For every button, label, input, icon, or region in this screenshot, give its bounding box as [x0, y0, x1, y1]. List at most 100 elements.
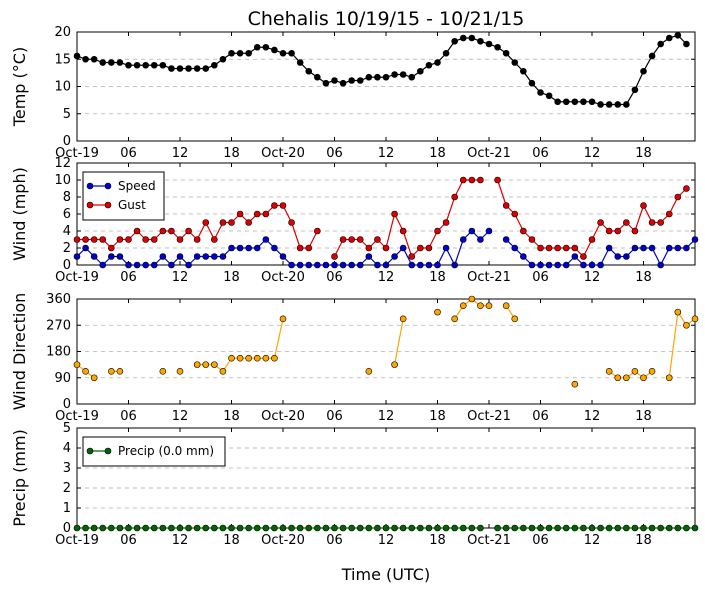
x-tick-label: Oct-20 [261, 146, 305, 161]
x-tick-label: Oct-21 [467, 270, 511, 285]
data-point [425, 244, 433, 252]
data-point [365, 368, 373, 375]
series-wind-2 [73, 176, 690, 260]
data-point [674, 308, 682, 316]
data-point [245, 354, 252, 362]
data-point [391, 210, 398, 218]
data-point [408, 73, 416, 81]
data-point [434, 261, 441, 269]
y-tick-label: 6 [63, 207, 71, 222]
data-point [356, 261, 364, 269]
data-point [425, 261, 433, 269]
data-point [485, 40, 493, 48]
data-point [597, 524, 604, 532]
legend: Speed Gust [82, 171, 165, 221]
data-point [228, 244, 235, 252]
data-point [73, 52, 81, 60]
data-point [236, 210, 244, 218]
data-point [528, 79, 536, 87]
y-tick-label: 4 [63, 224, 71, 239]
data-point [322, 79, 330, 87]
data-point [271, 524, 278, 532]
data-point [665, 524, 673, 532]
data-point [391, 253, 398, 260]
x-tick-label: Oct-20 [261, 270, 305, 285]
data-point [73, 524, 81, 532]
x-tick-label: 18 [429, 409, 446, 424]
data-point [562, 244, 570, 252]
series-segment [385, 213, 396, 249]
data-point [262, 354, 270, 362]
y-tick-label: 5 [63, 421, 71, 436]
data-point [108, 244, 115, 252]
data-point [648, 244, 656, 252]
data-point [108, 524, 115, 532]
y-tick-label: 8 [63, 190, 71, 205]
x-tick-label: 18 [635, 270, 652, 285]
axes-frame [76, 298, 696, 405]
data-point [279, 202, 287, 209]
data-point [640, 524, 647, 532]
data-point [545, 92, 553, 100]
data-point [348, 77, 355, 84]
data-point [648, 52, 656, 60]
y-tick-label: 0 [63, 521, 71, 536]
x-tick-label: 06 [532, 146, 549, 161]
data-point [150, 61, 158, 69]
data-point [279, 253, 287, 260]
data-point [90, 236, 98, 243]
data-point [142, 524, 149, 532]
data-point [391, 71, 398, 78]
x-tick-label: 12 [378, 146, 395, 161]
data-point [245, 219, 252, 226]
data-point [537, 244, 544, 252]
x-tick-label: 18 [429, 270, 446, 285]
x-tick-label: Oct-20 [261, 409, 305, 424]
data-point [133, 227, 141, 235]
data-point [477, 37, 484, 45]
legend: Precip (0.0 mm) [82, 436, 226, 467]
data-point [288, 219, 295, 226]
data-point [674, 244, 682, 252]
data-point [305, 67, 313, 75]
data-point [477, 302, 484, 310]
data-point [442, 524, 450, 532]
data-point [665, 34, 673, 42]
data-point [485, 302, 493, 310]
data-point [623, 524, 630, 532]
panel-temp: 0 5 10 15 20 Oct-19 06 12 18 Oct-20 06 12 18 Oct-21 06… [10, 25, 696, 161]
series-segment [393, 318, 404, 365]
data-point [168, 65, 175, 72]
data-point [73, 253, 81, 260]
data-point [331, 77, 338, 84]
data-point [73, 236, 81, 243]
data-point [674, 524, 682, 532]
data-point [562, 98, 570, 106]
data-point [176, 368, 184, 375]
legend-marker [86, 182, 94, 190]
data-point [665, 210, 673, 218]
y-tick-label: 10 [54, 173, 71, 188]
data-point [631, 368, 639, 375]
data-point [554, 261, 561, 269]
x-tick-label: 06 [532, 270, 549, 285]
data-point [116, 236, 124, 243]
data-point [193, 361, 201, 368]
series-segment [445, 196, 456, 223]
data-point [588, 236, 596, 243]
data-point [374, 524, 381, 532]
data-point [417, 244, 424, 252]
data-point [348, 261, 355, 269]
data-point [580, 253, 587, 260]
data-point [605, 244, 613, 252]
data-point [168, 227, 175, 235]
data-point [459, 524, 467, 532]
y-tick-label: 360 [46, 292, 71, 307]
data-point [520, 253, 527, 260]
x-tick-label: 06 [326, 533, 343, 548]
y-tick-label: 4 [63, 441, 71, 456]
data-point [108, 59, 115, 66]
series-segment [634, 70, 645, 91]
